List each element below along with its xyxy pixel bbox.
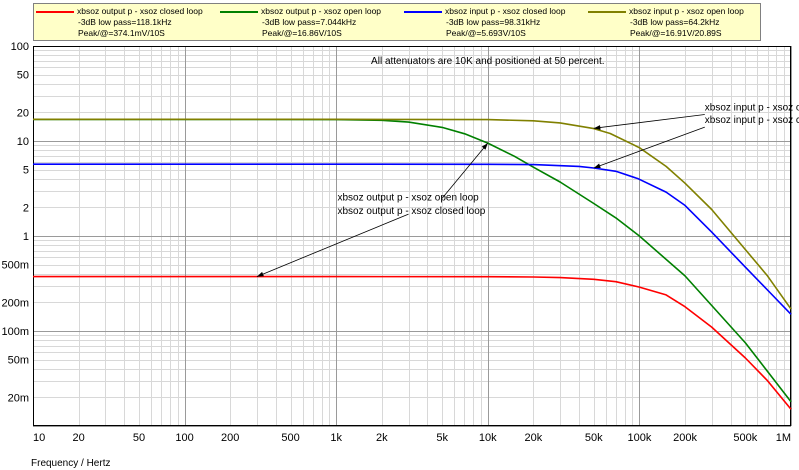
y-tick-label: 500m bbox=[1, 260, 29, 272]
y-tick-label: 100m bbox=[1, 326, 29, 338]
series-line bbox=[33, 163, 792, 315]
legend-swatch bbox=[220, 10, 258, 13]
legend-label: xbsoz input p - xsoz closed loop bbox=[445, 6, 566, 16]
legend-label: xbsoz input p - xsoz open loop bbox=[629, 6, 744, 16]
annotation-label: xbsoz output p - xsoz open loop bbox=[338, 193, 480, 204]
x-tick-label: 200k bbox=[673, 432, 697, 444]
x-tick-label: 20k bbox=[525, 432, 543, 444]
y-tick-label: 1 bbox=[23, 231, 29, 243]
x-tick-label: 1k bbox=[330, 432, 342, 444]
series-line bbox=[33, 118, 792, 310]
x-axis-title: Frequency / Hertz bbox=[31, 458, 111, 469]
legend-cutoff: -3dB low pass=64.2kHz bbox=[630, 17, 720, 27]
legend-swatch bbox=[404, 10, 442, 13]
legend-entry: xbsoz output p - xsoz open loop -3dB low … bbox=[220, 6, 400, 39]
y-tick-label: 50m bbox=[8, 355, 29, 367]
annotation-label: xbsoz input p - xsoz open loop bbox=[705, 102, 799, 113]
annotation-pointer bbox=[593, 126, 705, 169]
y-tick-label: 200m bbox=[1, 297, 29, 309]
x-tick-label: 20 bbox=[73, 432, 85, 444]
legend-series-name: xbsoz input p - xsoz closed loop bbox=[404, 6, 584, 17]
legend-entry: xbsoz input p - xsoz open loop -3dB low p… bbox=[588, 6, 768, 39]
legend-cutoff: -3dB low pass=118.1kHz bbox=[78, 17, 172, 27]
annotation-label: All attenuators are 10K and positioned a… bbox=[371, 56, 605, 67]
x-tick-label: 200 bbox=[221, 432, 239, 444]
legend-peak: Peak/@=374.1mV/10S bbox=[78, 28, 165, 38]
x-tick-label: 10 bbox=[33, 432, 45, 444]
x-tick-label: 100 bbox=[175, 432, 193, 444]
legend-peak: Peak/@=16.86V/10S bbox=[262, 28, 342, 38]
annotation-arrowhead bbox=[481, 143, 488, 150]
annotation-arrowhead bbox=[593, 125, 601, 130]
annotation-label: xbsoz input p - xsoz closed loop bbox=[705, 115, 799, 126]
y-tick-label: 100 bbox=[11, 41, 29, 53]
legend-peak: Peak/@=5.693V/10S bbox=[446, 28, 526, 38]
annotation-pointer bbox=[593, 114, 705, 129]
legend: xbsoz output p - xsoz closed loop -3dB lo… bbox=[33, 3, 761, 41]
x-tick-label: 2k bbox=[376, 432, 388, 444]
legend-cutoff: -3dB low pass=98.31kHz bbox=[446, 17, 541, 27]
y-tick-label: 20m bbox=[8, 392, 29, 404]
x-tick-label: 500 bbox=[281, 432, 299, 444]
y-tick-label: 2 bbox=[23, 202, 29, 214]
annotation-pointer bbox=[441, 142, 489, 199]
minor-grid bbox=[33, 46, 791, 427]
legend-peak: Peak/@=16.91V/20.89S bbox=[630, 28, 722, 38]
legend-series-name: xbsoz input p - xsoz open loop bbox=[588, 6, 768, 17]
y-tick-label: 20 bbox=[17, 107, 29, 119]
x-tick-label: 5k bbox=[436, 432, 448, 444]
legend-entry: xbsoz output p - xsoz closed loop -3dB lo… bbox=[36, 6, 216, 39]
legend-series-name: xbsoz output p - xsoz closed loop bbox=[36, 6, 216, 17]
x-tick-label: 10k bbox=[479, 432, 497, 444]
x-tick-label: 500k bbox=[733, 432, 757, 444]
series-line bbox=[33, 275, 792, 410]
legend-series-name: xbsoz output p - xsoz open loop bbox=[220, 6, 400, 17]
legend-label: xbsoz output p - xsoz closed loop bbox=[77, 6, 203, 16]
y-tick-label: 5 bbox=[23, 165, 29, 177]
y-tick-label: 10 bbox=[17, 136, 29, 148]
x-tick-label: 1M bbox=[776, 432, 791, 444]
legend-swatch bbox=[36, 10, 74, 13]
legend-entry: xbsoz input p - xsoz closed loop -3dB low… bbox=[404, 6, 584, 39]
y-tick-label: 50 bbox=[17, 70, 29, 82]
x-tick-label: 100k bbox=[627, 432, 651, 444]
annotation-label: xbsoz output p - xsoz closed loop bbox=[338, 206, 486, 217]
legend-cutoff: -3dB low pass=7.044kHz bbox=[262, 17, 357, 27]
legend-label: xbsoz output p - xsoz open loop bbox=[261, 6, 382, 16]
annotation-arrowhead bbox=[593, 163, 601, 168]
x-tick-label: 50k bbox=[585, 432, 603, 444]
legend-swatch bbox=[588, 10, 626, 13]
annotation-arrowhead bbox=[256, 271, 264, 277]
x-tick-label: 50 bbox=[133, 432, 145, 444]
plot-frame bbox=[33, 46, 791, 426]
annotation-pointer bbox=[256, 213, 409, 277]
